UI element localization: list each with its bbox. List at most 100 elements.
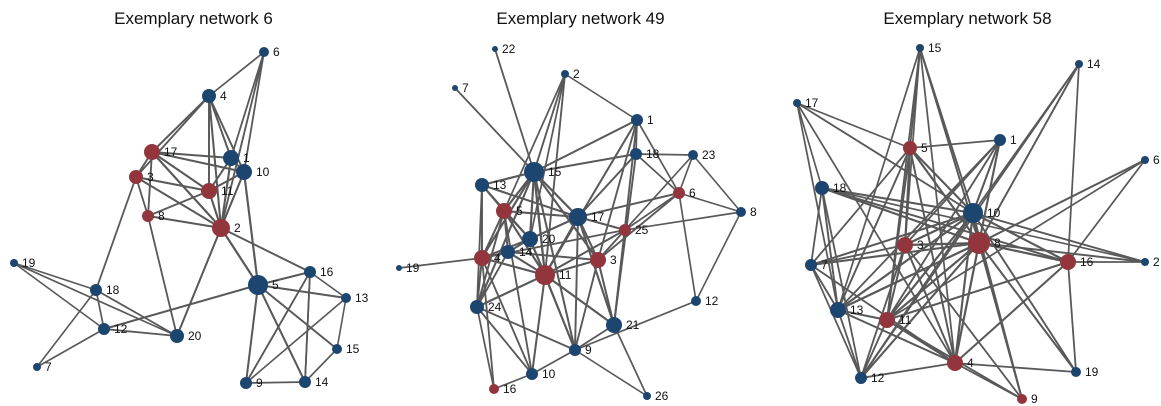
edge-18-7 xyxy=(36,289,97,368)
edge-8-2 xyxy=(147,215,222,229)
edge-9-26 xyxy=(574,349,648,397)
edge-5-9 xyxy=(244,284,260,384)
edge-1-3 xyxy=(597,119,638,261)
edge-13-24 xyxy=(476,184,483,308)
edge-14-16 xyxy=(304,271,311,383)
node-label-5: 5 xyxy=(516,204,523,218)
node-22 xyxy=(492,46,498,52)
edge-17-11 xyxy=(151,151,210,192)
node-label-6: 6 xyxy=(689,186,696,200)
node-label-20: 20 xyxy=(188,329,202,343)
node-21 xyxy=(606,317,622,333)
node-6 xyxy=(259,47,269,57)
node-label-8: 8 xyxy=(750,205,757,219)
node-label-17: 17 xyxy=(591,210,605,224)
edges-layer xyxy=(796,47,1146,400)
edge-5-1 xyxy=(909,139,1001,149)
node-1 xyxy=(631,114,643,126)
edge-2-16 xyxy=(220,227,311,273)
edge-2-20 xyxy=(176,227,222,337)
node-label-14: 14 xyxy=(315,375,329,389)
node-16 xyxy=(489,384,499,394)
node-11 xyxy=(535,265,555,285)
nodes-layer: 6 4 17 1 10 3 11 8 2 19 18 12 7 20 5 16 13 15 9 14 xyxy=(10,45,369,390)
edge-12-20 xyxy=(103,328,178,337)
edge-18-13 xyxy=(821,187,839,311)
edge-10-13 xyxy=(837,212,974,311)
node-18 xyxy=(90,284,102,296)
node-18 xyxy=(630,148,642,160)
node-7 xyxy=(452,85,458,91)
edge-8-4 xyxy=(953,242,981,364)
edge-18-23 xyxy=(635,153,694,156)
edge-17-9 xyxy=(574,216,579,351)
edge-18-17 xyxy=(577,153,637,218)
node-19 xyxy=(1071,367,1081,377)
node-label-18: 18 xyxy=(646,147,660,161)
node-14 xyxy=(1075,60,1083,68)
node-label-13: 13 xyxy=(493,178,507,192)
node-label-21: 21 xyxy=(626,318,640,332)
node-11 xyxy=(201,183,217,199)
node-14 xyxy=(299,376,311,388)
edge-10-16 xyxy=(972,212,1069,263)
edge-11-9 xyxy=(544,274,576,351)
node-label-1: 1 xyxy=(647,113,654,127)
node-label-4: 4 xyxy=(494,251,501,265)
edge-21-26 xyxy=(613,324,648,397)
edge-6-17 xyxy=(577,192,680,218)
node-label-7: 7 xyxy=(462,81,469,95)
node-4 xyxy=(474,250,490,266)
node-5 xyxy=(248,275,268,295)
edge-3-4 xyxy=(904,244,956,364)
node-24 xyxy=(470,300,484,314)
node-label-9: 9 xyxy=(1031,392,1038,406)
edge-5-15 xyxy=(257,284,338,350)
node-label-3: 3 xyxy=(610,253,617,267)
edge-13-9 xyxy=(245,297,347,384)
node-label-16: 16 xyxy=(1080,255,1094,269)
node-label-2: 2 xyxy=(1153,255,1160,269)
node-23 xyxy=(688,150,698,160)
node-label-9: 9 xyxy=(585,343,592,357)
edge-4-12 xyxy=(860,362,956,379)
node-19 xyxy=(10,259,18,267)
edge-13-4 xyxy=(837,309,956,364)
node-9 xyxy=(240,377,252,389)
edge-14-8 xyxy=(978,63,1080,244)
edge-17-2 xyxy=(151,151,222,229)
node-label-2: 2 xyxy=(234,221,241,235)
node-label-13: 13 xyxy=(355,291,369,305)
node-16 xyxy=(1060,254,1076,270)
node-20 xyxy=(522,231,538,247)
edge-6-8 xyxy=(678,192,742,213)
edge-17-5 xyxy=(796,102,911,149)
edge-10-19 xyxy=(972,212,1077,373)
edge-2-11 xyxy=(544,73,566,276)
node-label-3: 3 xyxy=(147,170,154,184)
edge-24-9 xyxy=(476,306,576,351)
edge-4-11 xyxy=(481,256,546,277)
edge-4-3 xyxy=(135,95,210,178)
edge-14-3 xyxy=(507,251,599,261)
edge-4-2 xyxy=(207,95,223,229)
node-label-15: 15 xyxy=(548,165,562,179)
node-label-11: 11 xyxy=(559,268,572,282)
node-label-20: 20 xyxy=(542,232,556,246)
node-25 xyxy=(619,224,631,236)
edge-17-8 xyxy=(147,151,153,217)
node-label-7: 7 xyxy=(45,360,52,374)
edge-3-7 xyxy=(810,244,906,266)
node-15 xyxy=(524,162,544,182)
edge-6-2 xyxy=(220,51,265,229)
node-label-14: 14 xyxy=(519,245,533,259)
edge-24-10 xyxy=(476,306,533,375)
edge-5-8 xyxy=(909,147,980,244)
edge-2-1 xyxy=(564,73,638,121)
network-panel-6: Exemplary network 6 6 4 17 1 10 3 11 8 2 19 18 12 7 2… xyxy=(0,0,387,406)
node-9 xyxy=(569,344,581,356)
edge-1-13 xyxy=(837,139,1001,311)
edge-2-5 xyxy=(220,227,259,286)
